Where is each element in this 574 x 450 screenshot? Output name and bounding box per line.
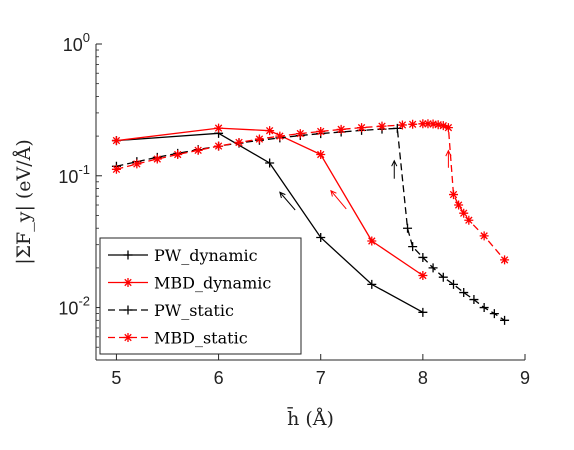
plus-marker — [459, 288, 469, 298]
star-marker — [428, 119, 438, 129]
star-marker — [111, 136, 121, 146]
legend-label: PW_dynamic — [154, 246, 258, 265]
arrow-head — [391, 159, 398, 167]
star-marker — [418, 271, 428, 281]
star-marker — [234, 137, 244, 147]
plus-marker — [265, 158, 275, 168]
plus-marker — [428, 263, 438, 273]
star-marker — [443, 123, 453, 133]
annotation-arrow — [391, 159, 398, 179]
plus-marker — [408, 242, 418, 252]
annotations — [279, 149, 452, 211]
series-layer — [111, 119, 510, 325]
annotation-arrow — [279, 191, 296, 211]
legend: PW_dynamic MBD_dynamic PW_static MBD_static — [99, 237, 302, 355]
star-marker — [377, 121, 387, 131]
star-marker — [418, 119, 428, 129]
star-marker — [336, 124, 346, 134]
star-marker — [449, 190, 458, 200]
series-mbd-dynamic — [111, 123, 428, 281]
arrow-head — [445, 149, 452, 157]
y-tick-label: 10-1 — [58, 162, 90, 187]
star-marker — [173, 150, 183, 160]
star-marker — [500, 255, 510, 265]
y-axis-title: |ΣF_y| (eV/Å) — [13, 139, 35, 265]
star-marker — [132, 159, 142, 169]
y-tick-label: 100 — [63, 30, 90, 55]
x-tick-label: 7 — [316, 368, 326, 388]
y-tick-label: 10-2 — [58, 294, 90, 319]
star-marker — [295, 129, 305, 139]
legend-box — [99, 237, 302, 355]
star-marker — [152, 154, 162, 164]
plus-marker — [449, 279, 458, 289]
legend-entry: MBD_static — [108, 329, 248, 348]
star-marker — [254, 134, 264, 144]
arrow-head — [330, 189, 337, 197]
legend-entry: MBD_dynamic — [108, 274, 271, 293]
star-marker — [454, 200, 464, 210]
plus-marker — [418, 252, 428, 262]
star-marker — [367, 236, 377, 246]
x-tick-label: 6 — [214, 368, 224, 388]
plus-marker — [489, 309, 499, 319]
series-line — [116, 127, 424, 277]
plus-marker — [123, 305, 133, 315]
star-marker — [408, 119, 418, 129]
annotation-arrow — [445, 149, 452, 168]
legend-label: MBD_dynamic — [154, 274, 271, 293]
x-axis-title: h̄ (Å) — [287, 406, 334, 430]
legend-entry: PW_static — [108, 301, 234, 320]
star-marker — [214, 141, 224, 151]
legend-label: PW_static — [154, 301, 234, 320]
star-marker — [265, 126, 275, 136]
plus-marker — [392, 123, 402, 133]
star-marker — [438, 121, 448, 131]
star-marker — [423, 119, 433, 129]
x-tick-label: 9 — [520, 368, 530, 388]
series-line — [116, 132, 424, 313]
arrow-head — [279, 191, 286, 199]
x-tick-label: 8 — [418, 368, 428, 388]
star-marker — [111, 164, 121, 174]
series-line — [116, 127, 505, 321]
star-marker — [433, 120, 443, 130]
star-marker — [479, 231, 489, 241]
plus-marker — [438, 272, 448, 282]
series-line — [116, 123, 506, 261]
star-marker — [357, 123, 367, 133]
star-marker — [397, 120, 407, 130]
legend-entry: PW_dynamic — [108, 246, 258, 265]
y-axis-ticks: 100 10-1 10-2 — [58, 30, 102, 348]
series-mbd-static — [111, 119, 510, 265]
x-tick-label: 5 — [111, 368, 121, 388]
plus-marker — [500, 315, 510, 325]
plus-marker — [469, 295, 479, 305]
annotation-arrow — [330, 189, 347, 210]
plus-marker — [418, 307, 428, 317]
star-marker — [275, 131, 285, 141]
star-marker — [123, 333, 133, 342]
star-marker — [123, 278, 133, 287]
legend-label: MBD_static — [154, 329, 248, 348]
plus-marker — [123, 250, 133, 260]
star-marker — [193, 145, 203, 155]
star-marker — [214, 123, 224, 133]
star-marker — [316, 150, 326, 160]
arrow-shaft — [279, 191, 296, 211]
arrow-shaft — [330, 190, 347, 210]
plus-marker — [367, 279, 377, 289]
star-marker — [464, 215, 474, 225]
plus-marker — [479, 303, 489, 313]
star-marker — [316, 126, 326, 136]
x-axis-ticks: 5 6 7 8 9 — [111, 354, 530, 388]
plus-marker — [316, 233, 326, 243]
star-marker — [459, 208, 469, 218]
plus-marker — [403, 223, 413, 233]
